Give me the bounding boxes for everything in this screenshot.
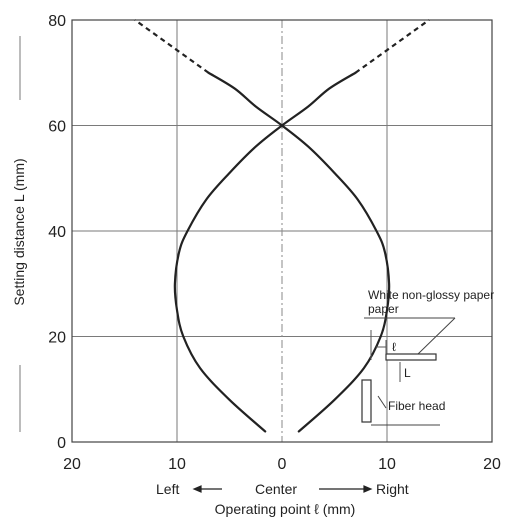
inset-paper-label-line2: paper xyxy=(368,302,399,316)
center-label: Center xyxy=(255,481,297,497)
direction-arrows xyxy=(192,485,373,493)
tick-labels: 20 10 0 10 20 0 20 40 60 80 xyxy=(48,13,501,473)
inset-fiber-head-label: Fiber head xyxy=(388,399,445,413)
x-axis-label: Operating point ℓ (mm) xyxy=(215,501,356,517)
detection-curve-2 xyxy=(207,71,391,433)
x-tick-label: 20 xyxy=(483,456,501,473)
paper-sheet xyxy=(385,353,437,361)
detection-curve-1-extension xyxy=(354,19,430,74)
y-tick-label: 0 xyxy=(57,435,66,452)
inset-l-symbol: ℓ xyxy=(392,340,396,354)
fiber-head-shape xyxy=(361,379,372,423)
y-tick-label: 60 xyxy=(48,119,66,136)
y-axis-label: Setting distance L (mm) xyxy=(11,158,27,305)
right-label: Right xyxy=(376,481,409,497)
x-tick-label: 10 xyxy=(378,456,396,473)
y-tick-label: 20 xyxy=(48,330,66,347)
inset-diagram: White non-glossy paper paper ℓ L Fiber h… xyxy=(361,288,494,426)
inset-L-symbol: L xyxy=(404,366,411,380)
y-tick-label: 40 xyxy=(48,224,66,241)
left-label: Left xyxy=(156,481,179,497)
y-tick-label: 80 xyxy=(48,13,66,30)
detection-curve-2-extension xyxy=(134,19,210,74)
x-tick-label: 10 xyxy=(168,456,186,473)
curves xyxy=(134,19,430,433)
x-tick-label: 0 xyxy=(278,456,287,473)
x-tick-label: 20 xyxy=(63,456,81,473)
plot-frame xyxy=(71,19,493,443)
detection-curve-1 xyxy=(173,71,357,433)
inset-paper-label: White non-glossy paper xyxy=(368,288,494,302)
